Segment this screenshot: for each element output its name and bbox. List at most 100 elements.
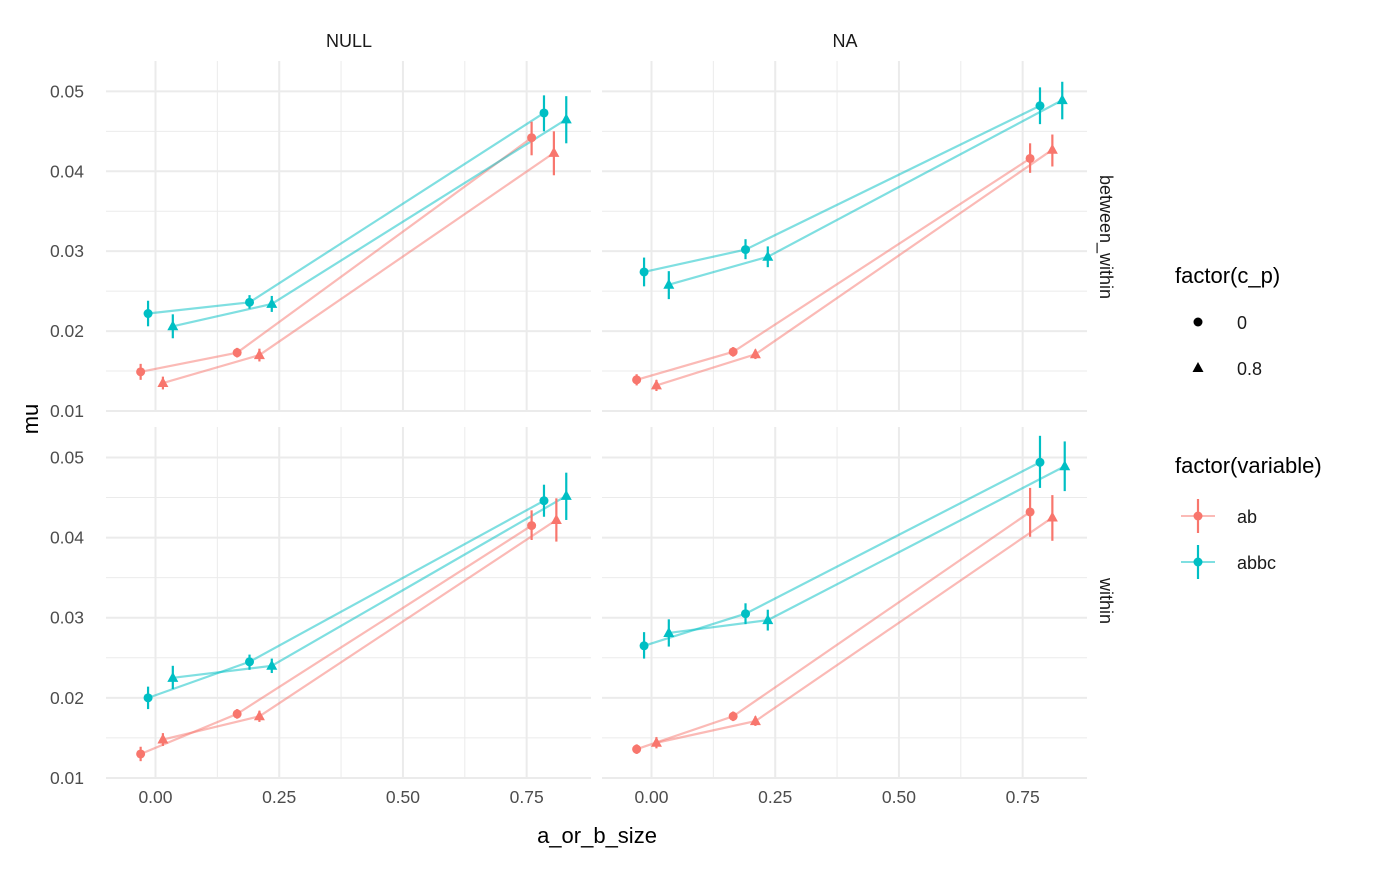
legend-shape-label-0: 0 <box>1237 313 1247 333</box>
point-abbc-cp-0-8 <box>1056 94 1068 105</box>
point-ab-cp-0 <box>136 749 146 759</box>
point-ab-cp-0-8 <box>749 348 761 359</box>
facet-col-label-na: NA <box>832 31 857 51</box>
series-line-ab-cp-0-8 <box>162 151 555 385</box>
point-abbc-cp-0 <box>639 267 649 277</box>
legend-color-label-ab: ab <box>1237 507 1257 527</box>
point-ab-cp-0-8 <box>253 349 265 360</box>
point-ab-cp-0 <box>232 348 242 358</box>
x-axis-title: a_or_b_size <box>537 823 657 848</box>
point-ab-cp-0-8 <box>157 733 169 744</box>
point-abbc-cp-0-8 <box>560 113 572 124</box>
y-tick-label: 0.04 <box>50 161 84 181</box>
series-line-abbc-cp-0-8 <box>172 494 567 679</box>
series-line-abbc-cp-0 <box>147 499 545 699</box>
facet-col-label-null: NULL <box>326 31 372 51</box>
point-ab-cp-0 <box>136 367 146 377</box>
series-line-abbc-cp-0 <box>147 112 545 315</box>
point-abbc-cp-0 <box>741 245 751 255</box>
series-line-ab-cp-0 <box>636 157 1031 381</box>
facet-row-label-within: within <box>1096 577 1116 624</box>
y-tick-label: 0.04 <box>50 528 84 548</box>
panel-na-between-within <box>602 61 1087 412</box>
x-tick-label: 0.00 <box>634 787 668 807</box>
x-tick-label: 0.00 <box>138 787 172 807</box>
series-line-abbc-cp-0-8 <box>668 99 1063 286</box>
point-abbc-cp-0 <box>741 609 751 619</box>
series-line-ab-cp-0-8 <box>162 519 557 741</box>
point-abbc-cp-0-8 <box>1059 460 1071 471</box>
series-line-ab-cp-0-8 <box>656 516 1053 744</box>
point-abbc-cp-0-8 <box>762 250 774 261</box>
x-tick-label: 0.75 <box>1006 787 1040 807</box>
series-line-abbc-cp-0-8 <box>172 118 567 328</box>
legend-key-abbc-point <box>1193 557 1203 567</box>
point-ab-cp-0 <box>527 521 537 531</box>
point-abbc-cp-0 <box>245 297 255 307</box>
y-tick-label: 0.01 <box>50 768 84 788</box>
x-tick-label: 0.75 <box>510 787 544 807</box>
legend-key-triangle <box>1192 362 1204 372</box>
point-abbc-cp-0 <box>245 657 255 667</box>
point-abbc-cp-0 <box>539 496 549 506</box>
point-abbc-cp-0-8 <box>266 297 278 308</box>
point-abbc-cp-0 <box>143 309 153 319</box>
point-ab-cp-0-8 <box>749 715 761 726</box>
panel-null-between-within <box>106 61 591 412</box>
x-tick-label: 0.50 <box>386 787 420 807</box>
point-abbc-cp-0 <box>1035 101 1045 111</box>
point-ab-cp-0 <box>728 711 738 721</box>
series-line-abbc-cp-0 <box>643 104 1041 274</box>
point-abbc-cp-0-8 <box>663 278 675 289</box>
panel-null-within <box>106 427 591 779</box>
series-line-ab-cp-0 <box>140 524 533 755</box>
point-abbc-cp-0 <box>143 693 153 703</box>
x-tick-label: 0.50 <box>882 787 916 807</box>
legend-key-ab-point <box>1193 511 1203 521</box>
point-ab-cp-0 <box>1025 507 1035 517</box>
y-tick-label: 0.05 <box>50 447 84 467</box>
panel-na-within <box>602 427 1087 779</box>
point-abbc-cp-0-8 <box>762 614 774 625</box>
point-abbc-cp-0-8 <box>266 659 278 670</box>
series-line-ab-cp-0 <box>140 136 533 373</box>
legend-color-title: factor(variable) <box>1175 453 1322 478</box>
y-tick-label: 0.02 <box>50 321 84 341</box>
point-ab-cp-0-8 <box>550 513 562 524</box>
legend-shape-title: factor(c_p) <box>1175 263 1280 288</box>
point-ab-cp-0-8 <box>548 146 560 157</box>
point-ab-cp-0-8 <box>650 379 662 390</box>
point-ab-cp-0 <box>632 375 642 385</box>
legend-shape-label-1: 0.8 <box>1237 359 1262 379</box>
y-tick-label: 0.03 <box>50 608 84 628</box>
point-abbc-cp-0-8 <box>560 489 572 500</box>
series-line-ab-cp-0-8 <box>656 148 1053 387</box>
point-abbc-cp-0 <box>539 108 549 118</box>
point-abbc-cp-0-8 <box>663 626 675 637</box>
point-abbc-cp-0 <box>639 641 649 651</box>
y-tick-label: 0.05 <box>50 81 84 101</box>
panels-layer: 0.01 0.02 0.03 0.04 0.05 0.01 0.02 0.03 0.04 0.05… <box>50 61 1087 807</box>
x-tick-label: 0.25 <box>262 787 296 807</box>
point-ab-cp-0 <box>632 744 642 754</box>
point-ab-cp-0 <box>232 709 242 719</box>
point-ab-cp-0-8 <box>253 710 265 721</box>
point-ab-cp-0 <box>1025 153 1035 163</box>
facet-row-label-between-within: between_within <box>1095 175 1116 299</box>
y-axis-title: mu <box>18 404 43 435</box>
legend-color-label-abbc: abbc <box>1237 553 1276 573</box>
point-ab-cp-0-8 <box>650 736 662 747</box>
point-abbc-cp-0-8 <box>167 671 179 682</box>
point-ab-cp-0 <box>728 347 738 357</box>
point-ab-cp-0 <box>527 133 537 143</box>
legend-key-circle <box>1193 317 1203 327</box>
y-tick-label: 0.01 <box>50 401 84 421</box>
point-ab-cp-0-8 <box>1046 143 1058 154</box>
y-tick-label: 0.03 <box>50 241 84 261</box>
point-abbc-cp-0-8 <box>167 320 179 331</box>
point-ab-cp-0-8 <box>157 377 169 388</box>
point-abbc-cp-0 <box>1035 457 1045 467</box>
x-tick-label: 0.25 <box>758 787 792 807</box>
